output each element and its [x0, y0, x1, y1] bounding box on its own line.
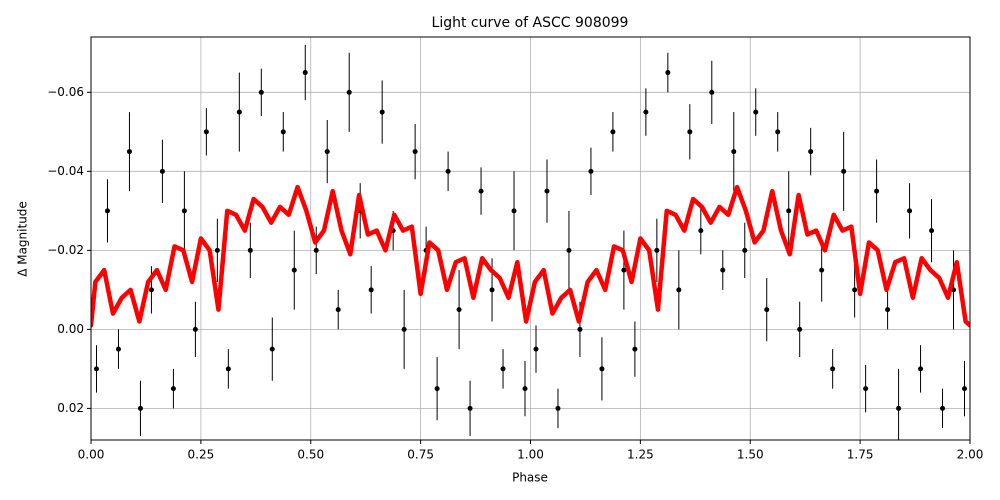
- data-point: [676, 287, 682, 293]
- data-point: [291, 267, 297, 273]
- data-point: [830, 366, 836, 372]
- data-point: [346, 89, 352, 95]
- data-point: [654, 247, 660, 253]
- data-point: [808, 149, 814, 155]
- data-point: [786, 208, 792, 214]
- y-axis-label: Δ Magnitude: [16, 201, 30, 277]
- data-point: [478, 188, 484, 194]
- data-point: [610, 129, 616, 135]
- data-point: [577, 326, 583, 332]
- fit-line: [91, 184, 970, 328]
- data-point: [500, 366, 506, 372]
- data-point: [896, 405, 902, 411]
- y-tick-label: 0.02: [57, 401, 84, 415]
- x-tick-label: 1.75: [847, 448, 874, 462]
- data-point: [456, 307, 462, 313]
- data-point: [148, 287, 154, 293]
- data-point: [192, 326, 198, 332]
- data-point: [247, 247, 253, 253]
- data-point: [401, 326, 407, 332]
- data-point: [665, 70, 671, 76]
- chart-title: Light curve of ASCC 908099: [432, 15, 629, 31]
- data-point: [93, 366, 99, 372]
- x-tick-label: 1.00: [517, 448, 544, 462]
- data-point: [335, 307, 341, 313]
- x-tick-label: 0.00: [78, 448, 105, 462]
- data-point: [280, 129, 286, 135]
- data-point: [863, 386, 869, 392]
- data-point: [566, 247, 572, 253]
- data-point: [775, 129, 781, 135]
- data-point: [445, 168, 451, 174]
- data-point: [533, 346, 539, 352]
- data-point: [687, 129, 693, 135]
- data-point: [819, 267, 825, 273]
- data-point: [236, 109, 242, 115]
- x-tick-label: 0.25: [188, 448, 215, 462]
- data-point: [434, 386, 440, 392]
- data-point: [511, 208, 517, 214]
- data-point: [214, 247, 220, 253]
- data-point: [137, 405, 143, 411]
- y-tick-label: −0.04: [47, 164, 84, 178]
- data-point: [467, 405, 473, 411]
- data-point: [555, 405, 561, 411]
- data-point: [203, 129, 209, 135]
- x-tick-label: 1.50: [737, 448, 764, 462]
- data-point: [313, 247, 319, 253]
- x-axis-label: Phase: [512, 471, 548, 485]
- data-point: [104, 208, 110, 214]
- data-point: [632, 346, 638, 352]
- data-point: [907, 208, 913, 214]
- data-point: [918, 366, 924, 372]
- data-point: [643, 109, 649, 115]
- axes: 0.00 0.25 0.50 0.75 1.00 1.25 1.50 1.75 2.00 −0.0…: [47, 85, 983, 462]
- data-point: [852, 287, 858, 293]
- x-tick-label: 0.50: [297, 448, 324, 462]
- x-tick-label: 0.75: [407, 448, 434, 462]
- data-point: [599, 366, 605, 372]
- data-point: [621, 267, 627, 273]
- data-point: [379, 109, 385, 115]
- data-point: [225, 366, 231, 372]
- data-point: [841, 168, 847, 174]
- data-point: [368, 287, 374, 293]
- data-point: [753, 109, 759, 115]
- data-point: [731, 149, 737, 155]
- data-point: [797, 326, 803, 332]
- data-point: [269, 346, 275, 352]
- data-point: [170, 386, 176, 392]
- data-point: [742, 247, 748, 253]
- y-tick-label: −0.06: [47, 85, 84, 99]
- data-point: [302, 70, 308, 76]
- data-point: [962, 386, 968, 392]
- data-point: [115, 346, 121, 352]
- plot-area: [91, 44, 970, 440]
- data-point: [181, 208, 187, 214]
- data-point: [126, 149, 132, 155]
- data-point: [588, 168, 594, 174]
- x-tick-label: 2.00: [957, 448, 984, 462]
- data-point: [412, 149, 418, 155]
- data-point: [698, 228, 704, 234]
- data-point: [940, 405, 946, 411]
- x-tick-label: 1.25: [627, 448, 654, 462]
- data-point: [489, 287, 495, 293]
- data-point: [929, 228, 935, 234]
- data-point: [720, 267, 726, 273]
- data-point: [885, 307, 891, 313]
- data-point: [159, 168, 165, 174]
- data-point: [522, 386, 528, 392]
- data-point: [544, 188, 550, 194]
- data-point: [258, 89, 264, 95]
- data-point: [709, 89, 715, 95]
- data-point: [874, 188, 880, 194]
- y-tick-label: −0.02: [47, 243, 84, 257]
- y-tick-label: 0.00: [57, 322, 84, 336]
- data-point: [764, 307, 770, 313]
- data-point: [324, 149, 330, 155]
